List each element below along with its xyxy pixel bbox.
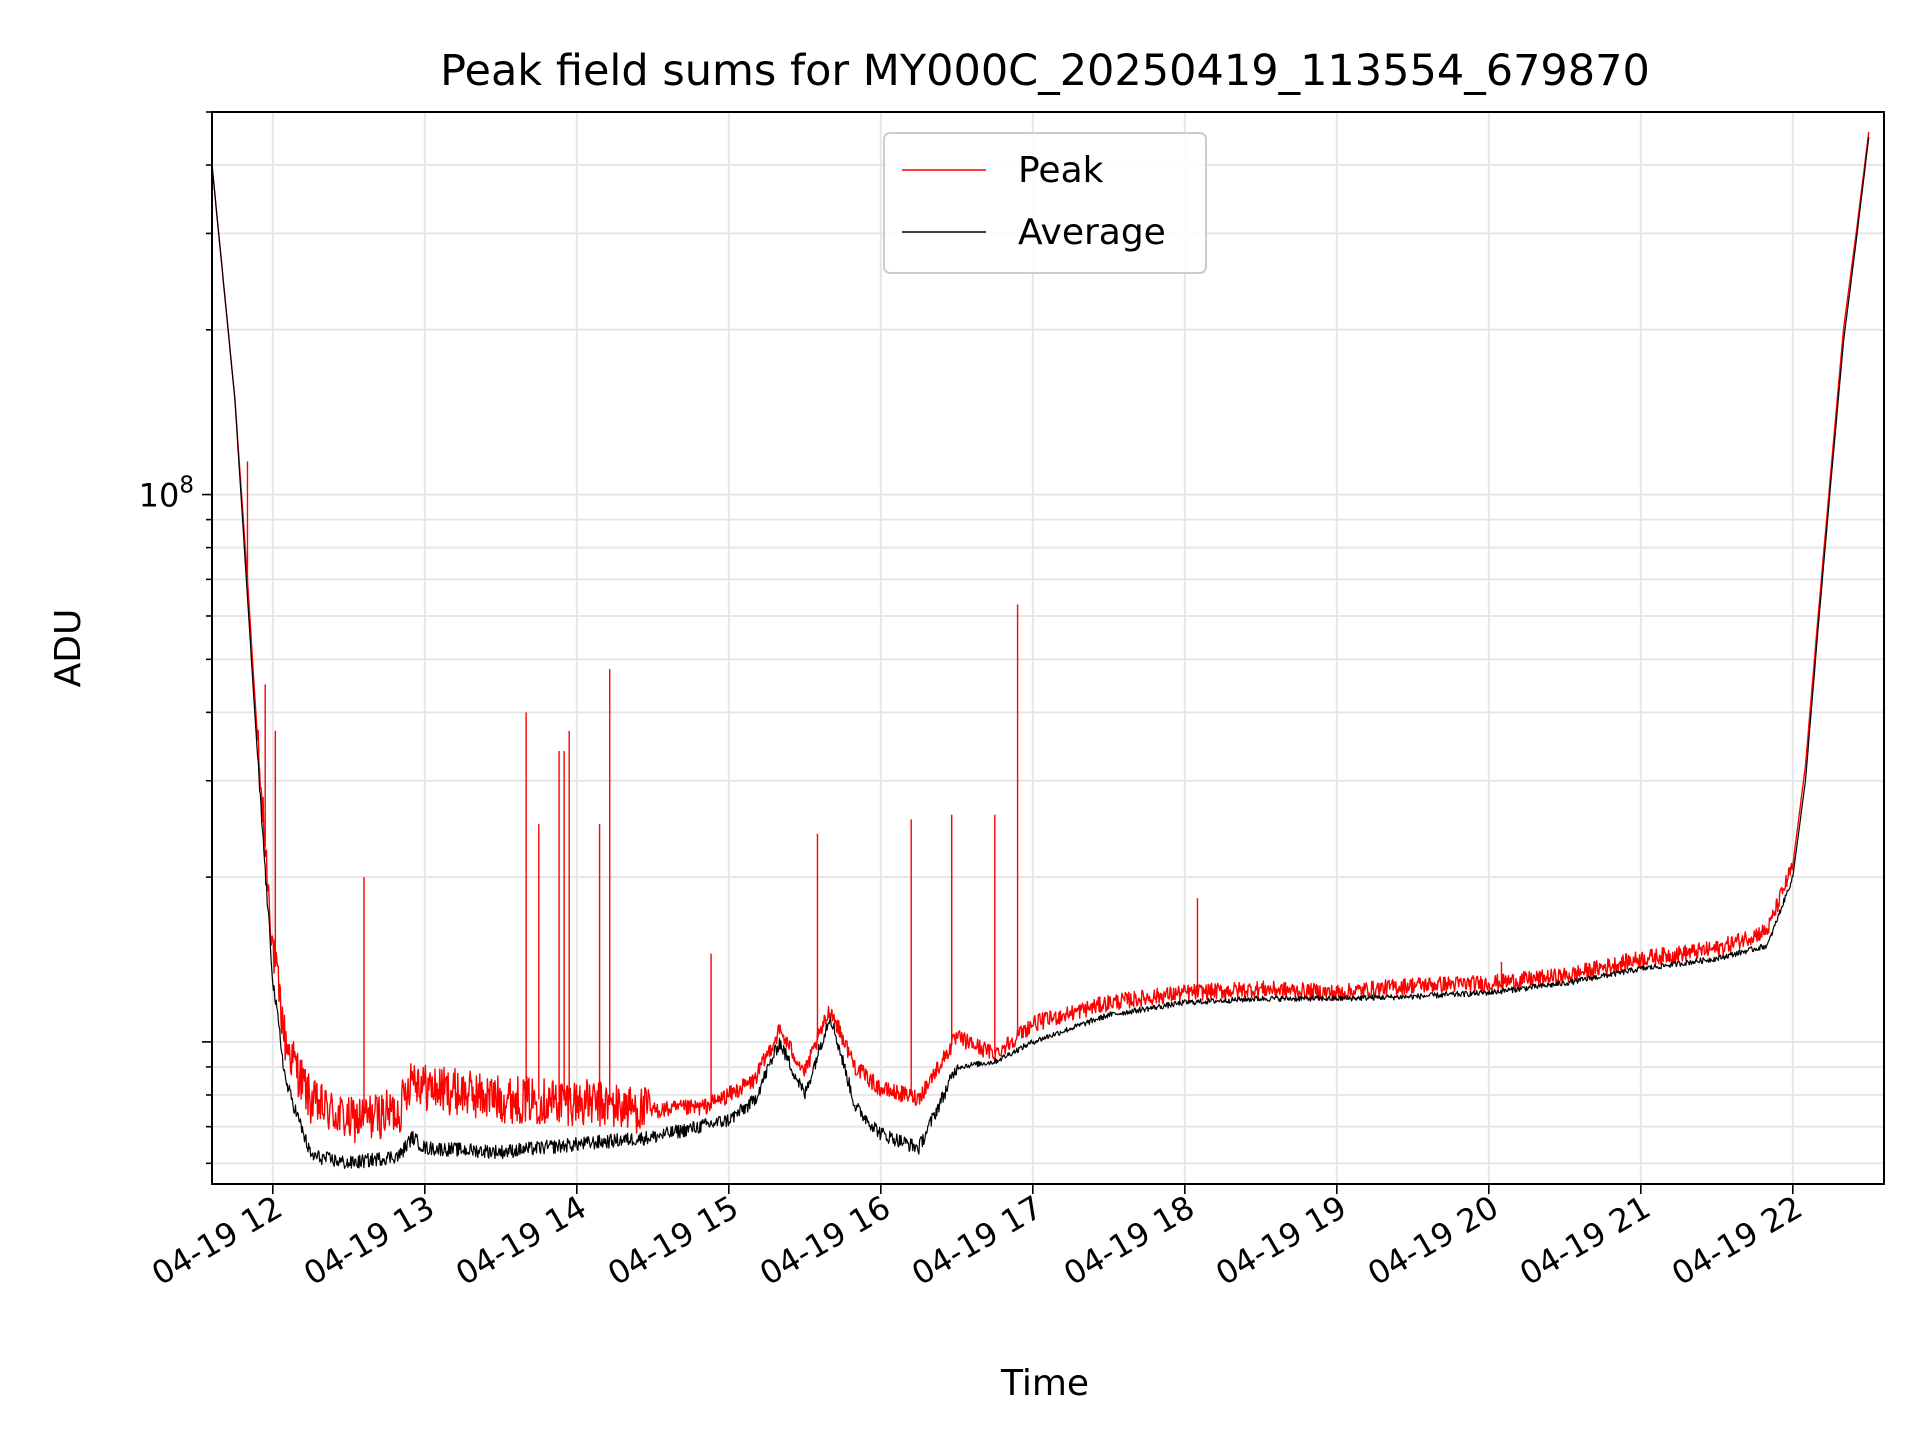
legend-average-label: Average (1018, 212, 1166, 253)
series-peak-line (212, 131, 1870, 1144)
series-average-line (212, 136, 1870, 1169)
legend-box (883, 132, 1207, 274)
chart-title: Peak field sums for MY000C_20250419_1135… (440, 46, 1650, 96)
y-tick-label: 108 (139, 473, 194, 515)
series-layer (212, 131, 1870, 1169)
plot-frame (211, 111, 1885, 1185)
y-axis-label: ADU (48, 609, 89, 688)
legend-peak-label: Peak (1018, 150, 1104, 191)
legend: Peak Average (883, 132, 1207, 274)
x-axis-label: Time (1000, 1363, 1089, 1404)
y-axis: 108 (139, 111, 212, 1165)
y-tick-label-exponent: 8 (179, 473, 194, 499)
y-tick-label-base: 10 (139, 477, 180, 515)
